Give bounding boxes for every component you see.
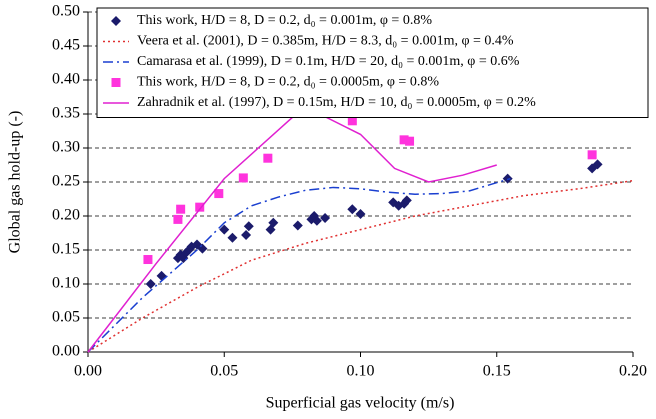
y-tick-label: 0.05: [52, 309, 80, 326]
marker: [320, 213, 331, 224]
y-tick-label: 0.50: [52, 3, 80, 20]
marker: [592, 159, 603, 170]
marker: [176, 204, 186, 214]
y-tick-label: 0.25: [52, 173, 80, 190]
marker: [502, 173, 513, 184]
y-tick-label: 0.15: [52, 241, 80, 258]
legend-label: This work, H/D = 8, D = 0.2, d₀ = 0.001m…: [137, 13, 432, 28]
series-line: [87, 113, 497, 353]
marker: [214, 189, 224, 199]
marker: [238, 173, 248, 183]
series-line: [87, 179, 634, 353]
series-line: [87, 177, 511, 353]
legend-swatch: [111, 16, 121, 26]
marker: [219, 224, 230, 235]
y-tick-label: 0.45: [52, 37, 80, 54]
x-tick-label: 0.15: [483, 363, 511, 380]
x-tick-label: 0.10: [347, 363, 375, 380]
y-axis-label: Global gas hold-up (-): [7, 111, 24, 254]
legend-label: Zahradnik et al. (1997), D = 0.15m, H/D …: [137, 95, 536, 110]
y-tick-label: 0.40: [52, 71, 80, 88]
marker: [227, 232, 238, 243]
marker: [405, 136, 415, 146]
marker: [347, 204, 358, 215]
x-axis-label: Superficial gas velocity (m/s): [266, 395, 455, 412]
marker: [173, 214, 183, 224]
marker: [243, 221, 254, 232]
y-tick-label: 0.10: [52, 275, 80, 292]
legend-label: This work, H/D = 8, D = 0.2, d₀ = 0.0005…: [137, 75, 439, 90]
x-tick-label: 0.00: [74, 363, 102, 380]
marker: [311, 215, 322, 226]
legend-swatch: [111, 78, 121, 87]
marker: [401, 195, 412, 206]
marker: [195, 202, 205, 212]
marker: [292, 220, 303, 231]
marker: [263, 153, 273, 163]
y-tick-label: 0.35: [52, 105, 80, 122]
marker: [355, 208, 366, 219]
legend-box: [96, 7, 649, 118]
y-tick-label: 0.20: [52, 207, 80, 224]
x-tick-label: 0.20: [619, 363, 647, 380]
y-tick-label: 0.00: [52, 343, 80, 360]
marker: [241, 230, 252, 241]
legend-label: Camarasa et al. (1999), D = 0.1m, H/D = …: [137, 54, 520, 69]
marker: [399, 135, 409, 145]
marker: [587, 150, 597, 160]
marker: [143, 255, 153, 265]
legend-label: Veera et al. (2001), D = 0.385m, H/D = 8…: [137, 34, 514, 49]
marker: [145, 279, 156, 289]
marker: [347, 116, 357, 126]
marker: [156, 270, 167, 281]
x-tick-label: 0.05: [210, 363, 238, 380]
y-tick-label: 0.30: [52, 139, 80, 156]
marker: [268, 217, 279, 228]
